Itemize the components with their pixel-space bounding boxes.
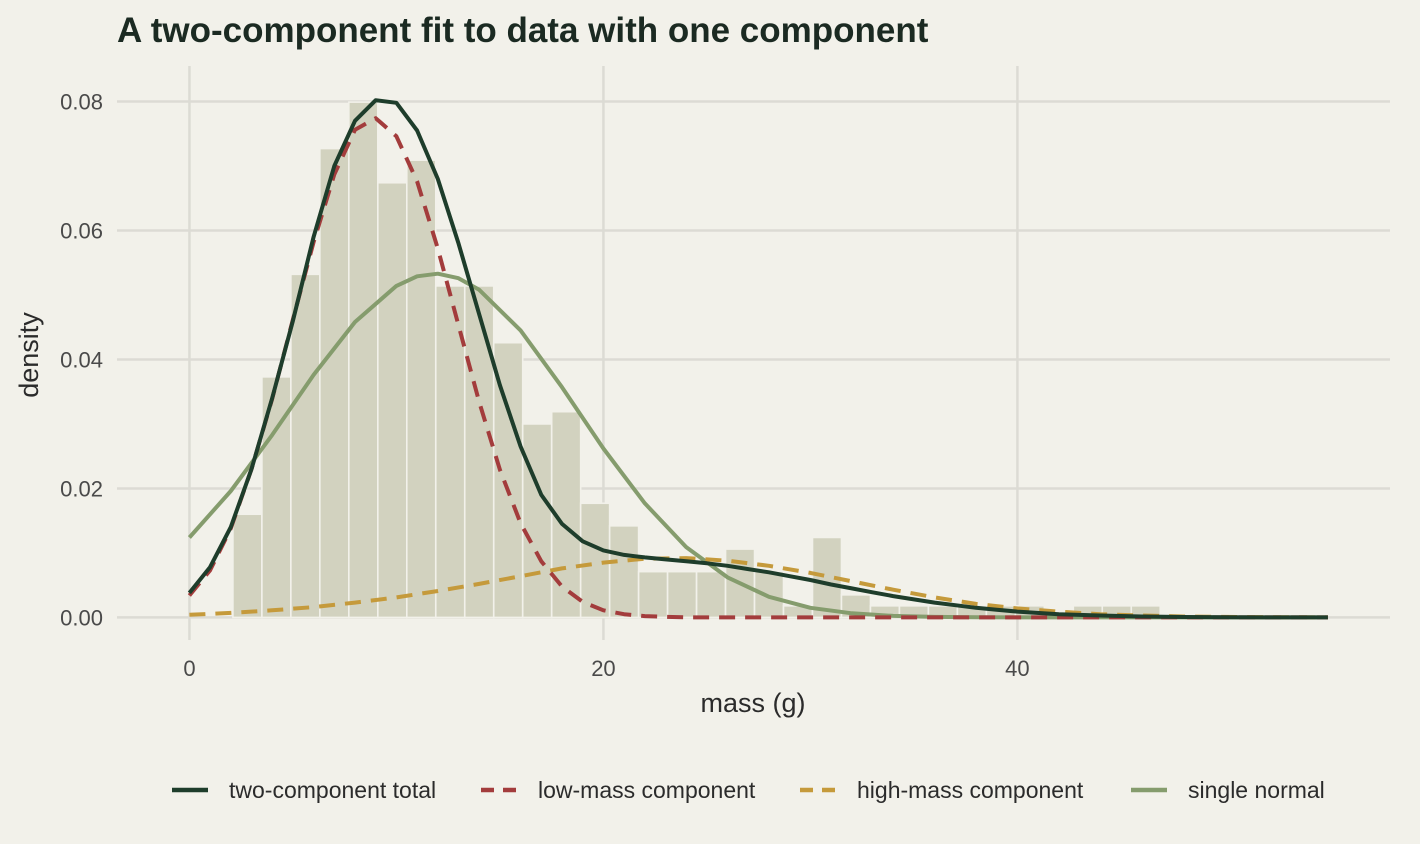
histogram-bar bbox=[377, 181, 408, 619]
series-line-3 bbox=[187, 271, 1328, 620]
series-line-0 bbox=[187, 98, 1328, 620]
histogram-bar bbox=[348, 101, 379, 619]
y-tick-label: 0.06 bbox=[60, 218, 103, 243]
legend: two-component total low-mass component hig… bbox=[172, 777, 1325, 803]
axis-ticks: 0.00 0.02 0.04 0.06 0.08 0 20 40 bbox=[60, 89, 1029, 681]
x-axis-label: mass (g) bbox=[700, 688, 805, 718]
chart-title: A two-component fit to data with one com… bbox=[117, 11, 929, 50]
x-tick-label: 0 bbox=[183, 656, 195, 681]
x-tick-label: 40 bbox=[1005, 656, 1029, 681]
legend-label: two-component total bbox=[229, 777, 436, 803]
histogram-bar bbox=[666, 570, 698, 619]
legend-label: high-mass component bbox=[857, 777, 1084, 803]
y-tick-label: 0.02 bbox=[60, 476, 103, 501]
histogram-bar bbox=[405, 159, 437, 619]
legend-label: single normal bbox=[1188, 777, 1325, 803]
histogram-bar bbox=[319, 147, 350, 619]
y-tick-label: 0.00 bbox=[60, 605, 103, 630]
density-curves bbox=[187, 98, 1328, 620]
series-line-1 bbox=[187, 116, 1328, 620]
y-tick-label: 0.08 bbox=[60, 89, 103, 114]
histogram-bar bbox=[579, 502, 611, 619]
histogram-bar bbox=[608, 525, 640, 619]
y-axis-label: density bbox=[14, 312, 44, 398]
histogram-bar bbox=[463, 285, 495, 619]
histogram-bar bbox=[290, 273, 321, 619]
histogram-bar bbox=[637, 570, 669, 619]
histogram-bar bbox=[521, 423, 553, 619]
histogram-bar bbox=[695, 570, 727, 619]
histogram-bar bbox=[753, 570, 785, 619]
y-tick-label: 0.04 bbox=[60, 347, 103, 372]
histogram-bar bbox=[434, 285, 466, 619]
histogram-bar bbox=[232, 513, 263, 619]
x-tick-label: 20 bbox=[591, 656, 615, 681]
legend-label: low-mass component bbox=[538, 777, 756, 803]
